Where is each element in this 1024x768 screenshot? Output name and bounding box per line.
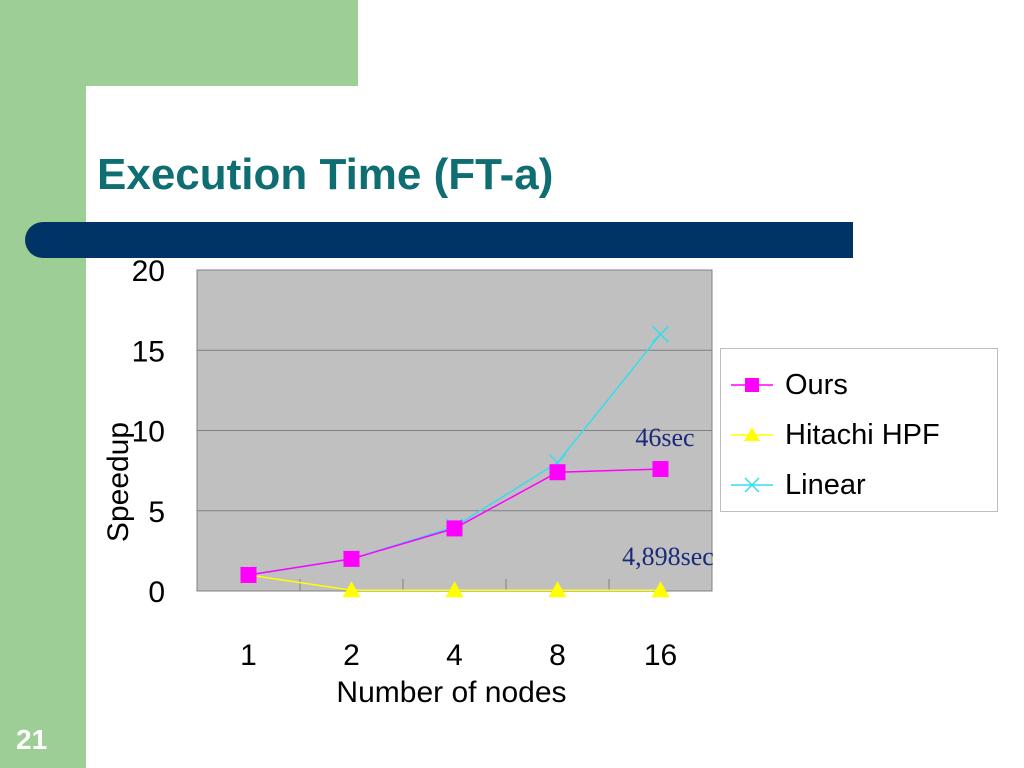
x-axis-label: Number of nodes [336,676,566,709]
marker-triangle [445,581,464,598]
slide-title: Execution Time (FT-a) [97,150,554,199]
marker-square [549,464,566,481]
legend-label-ours: Ours [785,368,848,401]
marker-square [652,461,669,478]
annotation-46sec: 46sec [635,423,694,452]
x-tick-label: 16 [644,639,677,672]
legend-item-hitachi: Hitachi HPF [731,415,940,455]
marker-square [343,550,360,567]
marker-triangle [342,581,361,598]
x-tick-label: 8 [549,639,566,672]
x-tick-label: 2 [343,639,360,672]
y-tick-label: 15 [132,335,165,368]
y-tick-label: 0 [148,576,165,609]
legend-item-linear: Linear [731,465,866,505]
legend-label-linear: Linear [785,468,866,501]
x-tick-label: 1 [240,639,257,672]
title-rule [25,222,853,258]
legend-marker-ours [731,378,773,392]
top-band [0,0,358,86]
marker-square [446,520,463,537]
y-tick-label: 20 [132,255,165,288]
legend-marker-linear [731,477,773,493]
y-axis-label: Speedup [102,422,135,542]
marker-triangle [651,581,670,598]
legend-marker-hitachi [731,427,773,441]
y-tick-label: 10 [132,416,165,449]
x-tick-label: 4 [446,639,463,672]
slide-number: 21 [16,724,48,755]
marker-triangle [548,581,567,598]
chart-legend: Ours Hitachi HPF Linear [720,348,998,512]
legend-label-hitachi: Hitachi HPF [785,418,940,451]
legend-item-ours: Ours [731,365,848,405]
y-tick-label: 5 [148,496,165,529]
left-sidebar-band [0,0,86,768]
marker-x [651,325,670,343]
marker-square [240,566,257,583]
annotation-4898sec: 4,898sec [622,542,714,571]
marker-x-stroke [651,325,670,343]
